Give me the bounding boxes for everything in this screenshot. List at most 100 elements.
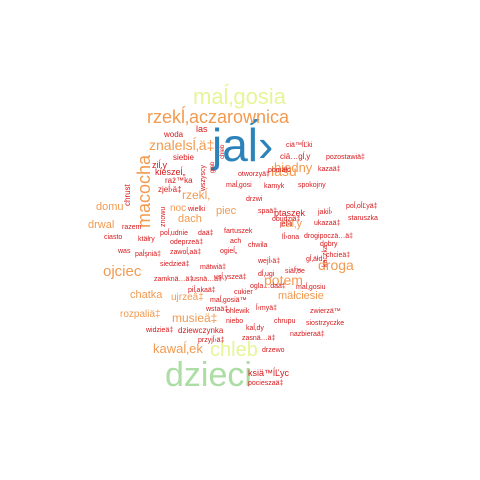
cloud-word: zasnä…ä‡	[242, 335, 276, 342]
cloud-word: ach	[230, 238, 242, 245]
cloud-word: ĺ‚oe	[294, 268, 305, 275]
cloud-word: ojciec	[103, 263, 142, 280]
cloud-word: chrust	[123, 184, 132, 206]
cloud-word: dziewczynka	[178, 326, 224, 335]
cloud-word: kazaä‡	[318, 166, 341, 173]
cloud-word: chatka	[130, 289, 163, 301]
cloud-word: pocieszaä‡	[248, 380, 284, 387]
cloud-word: rozpaliä‡	[120, 309, 161, 320]
cloud-word: maĺ‚gosiä™	[210, 297, 247, 304]
cloud-word: spaä‡	[258, 208, 278, 215]
cloud-word: ciä™ĺĽki	[286, 142, 313, 149]
cloud-word: ciasto	[104, 234, 123, 241]
cloud-word: ogieĺ„	[220, 248, 238, 255]
cloud-word: ĺ›myä‡	[256, 305, 278, 312]
cloud-word: spokojny	[298, 182, 326, 189]
cloud-word: chleb	[210, 339, 258, 361]
cloud-word: dach	[178, 213, 202, 225]
cloud-word: chleb	[220, 144, 226, 159]
cloud-word: znalelsĺ‚ä‡	[149, 137, 215, 153]
cloud-word: razem	[122, 224, 142, 231]
cloud-word: daä‡	[198, 230, 214, 237]
cloud-word: kawaĺ‚ek	[153, 341, 203, 356]
cloud-word: kaczka	[322, 244, 329, 267]
cloud-word: dzieci	[165, 356, 252, 394]
cloud-word: kieszeĺ„	[155, 167, 186, 177]
cloud-word: wszyscy	[200, 164, 207, 191]
cloud-word: pozostawiä‡	[326, 154, 365, 161]
cloud-word: znowu	[160, 206, 167, 227]
cloud-word: ogla…daä‡	[250, 283, 286, 290]
cloud-word: domu	[96, 201, 124, 213]
cloud-word: pomäłc	[268, 167, 291, 174]
cloud-word: chrupu	[274, 318, 296, 325]
cloud-word: ukazaä‡	[314, 220, 341, 227]
cloud-word: gĺ‚äłd	[306, 256, 323, 263]
cloud-word: piec	[216, 205, 237, 217]
cloud-word: siedzieä‡	[160, 261, 190, 268]
cloud-word: kaĺ‚dy	[246, 325, 264, 332]
cloud-word: ziĺ‚y	[152, 160, 167, 170]
cloud-word: odeprzeä‡	[170, 239, 204, 246]
cloud-word: droga	[318, 257, 354, 273]
cloud-word: ksiä™ĺĽyc	[248, 368, 290, 378]
cloud-word: usnä…ä‡	[192, 276, 222, 283]
cloud-word: lĺ›ona	[282, 234, 300, 241]
cloud-word: woda	[164, 130, 184, 139]
cloud-word: maĺ‚gosiu	[296, 284, 326, 291]
cloud-word: poĺ‚udnie	[160, 230, 189, 237]
cloud-word: drzewo	[262, 347, 285, 354]
cloud-word: ptaszek	[274, 208, 306, 218]
cloud-word: widzieä‡	[146, 327, 174, 334]
cloud-word: wejĺ›ä‡	[258, 258, 281, 265]
cloud-word: maĺ‚gosia	[193, 84, 286, 109]
cloud-word: chcieä‡	[326, 252, 351, 259]
cloud-word: drwal	[88, 219, 115, 231]
cloud-word: biedny	[274, 160, 313, 175]
cloud-word: ujrzeä‡	[171, 292, 204, 303]
cloud-word: usĺ‚yszeä‡	[214, 274, 247, 281]
cloud-word: fartuszek	[224, 228, 253, 235]
cloud-word: zjeĺ›ä‡	[158, 185, 182, 194]
cloud-word: siebie	[173, 153, 194, 162]
cloud-word: poĺ‚oĺĽyä‡	[346, 203, 378, 210]
cloud-word: las	[196, 124, 208, 134]
cloud-word: mäłciesie	[278, 290, 324, 302]
cloud-word: niebo	[226, 318, 244, 325]
cloud-word: jaĺ›	[212, 119, 274, 171]
cloud-word: zamknä…ä‡	[154, 276, 194, 283]
cloud-word: piĺ‚akaä‡	[188, 287, 216, 294]
cloud-word: przyjĺ›ä‡	[198, 337, 225, 344]
cloud-word: noc	[170, 203, 187, 214]
cloud-word: macocha	[134, 154, 154, 228]
cloud-word: dĺ‚ugi	[258, 271, 275, 278]
cloud-word: jakiĺ›	[318, 209, 333, 216]
cloud-word: rzekĺ‚aczarownica	[147, 107, 290, 127]
cloud-word: lasu	[271, 163, 297, 179]
cloud-word: raż™ka	[165, 176, 193, 185]
cloud-word: wielki	[188, 206, 206, 213]
cloud-word: drogipoczä…ä‡	[304, 233, 354, 240]
cloud-word: siostrzyczke	[306, 320, 345, 327]
cloud-word: otworzyä‡	[238, 171, 270, 178]
cloud-word: zwierzä™	[310, 308, 341, 315]
cloud-word: caĺ‚y	[280, 218, 303, 230]
cloud-word: mätwiä‡	[200, 264, 227, 271]
cloud-word: siä™	[285, 268, 301, 275]
cloud-word: cukier	[234, 289, 253, 296]
cloud-word: dobry	[320, 241, 338, 248]
cloud-word: ohlewik	[226, 308, 250, 315]
cloud-word: was	[118, 248, 131, 255]
cloud-word: potem	[264, 272, 303, 288]
cloud-word: ciä…gĺ‚y	[280, 152, 311, 161]
cloud-word: maĺ‚gosi	[226, 182, 252, 189]
cloud-word: głab	[210, 161, 216, 173]
cloud-word: rzekĺ‚	[182, 188, 211, 202]
cloud-word: zawoĺ‚aä‡	[170, 249, 202, 256]
cloud-word: staruszka	[348, 215, 378, 222]
cloud-word: obudziä‡	[272, 216, 301, 223]
cloud-word: wstaä‡	[206, 306, 229, 313]
cloud-word: ktäłry	[138, 236, 155, 243]
cloud-word: nazbieraä‡	[290, 331, 325, 338]
